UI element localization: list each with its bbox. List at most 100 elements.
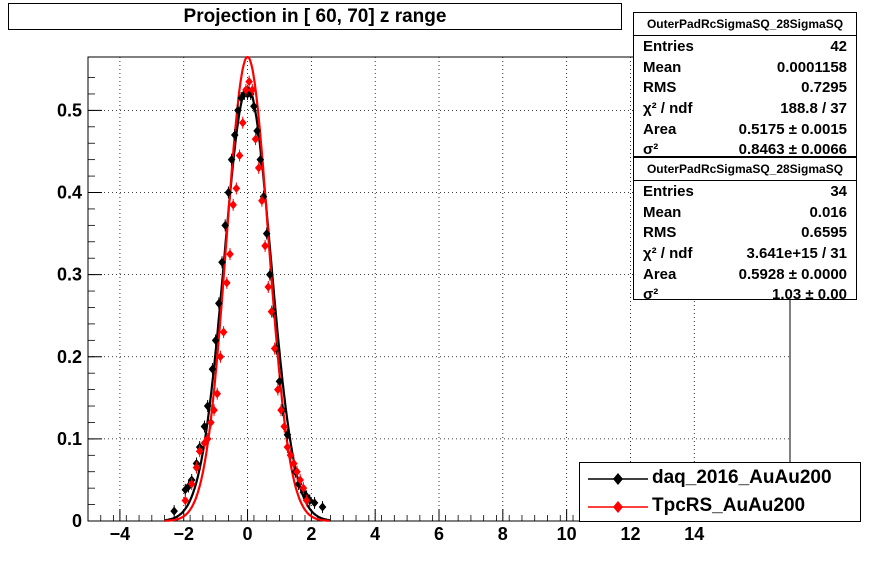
data-point xyxy=(230,130,239,140)
data-point xyxy=(229,200,237,210)
x-tick-label: 14 xyxy=(684,524,704,544)
data-point xyxy=(235,151,244,161)
fit-curve xyxy=(164,55,330,522)
data-point xyxy=(262,229,271,239)
data-point xyxy=(258,196,266,206)
data-point xyxy=(170,506,178,516)
data-point xyxy=(200,422,209,432)
stats-box-tpcrs: OuterPadRcSigmaSQ_28SigmaSQ Entries 34 Me… xyxy=(633,157,857,304)
data-point xyxy=(254,163,263,173)
data-point xyxy=(280,422,289,432)
fit-curves xyxy=(164,55,331,522)
data-point xyxy=(310,498,319,508)
stat-key: σ² xyxy=(643,286,659,304)
data-point xyxy=(283,442,292,452)
data-point xyxy=(302,495,311,505)
data-point xyxy=(192,463,201,473)
data-point xyxy=(242,85,250,95)
stat-key: σ² xyxy=(643,141,659,159)
stat-value: 42 xyxy=(830,38,847,55)
stat-value: 1.03 ± 0.00 xyxy=(772,286,847,304)
data-point xyxy=(181,495,190,505)
stat-key: χ² / ndf xyxy=(643,245,693,263)
data-point xyxy=(221,220,230,230)
data-point xyxy=(290,459,298,469)
x-tick-label: 8 xyxy=(498,524,508,544)
data-point xyxy=(210,405,218,415)
data-point xyxy=(270,344,279,354)
stats-box-name: OuterPadRcSigmaSQ_28SigmaSQ xyxy=(634,13,856,36)
data-point xyxy=(299,483,308,493)
chart-title: Projection in [ 60, 70] z range xyxy=(8,3,622,30)
y-axis: 0 0.1 0.2 0.3 0.4 0.5 xyxy=(57,77,102,531)
legend-label: daq_2016_AuAu200 xyxy=(652,467,832,488)
stat-value: 0.6595 xyxy=(801,224,847,242)
data-point xyxy=(207,417,215,427)
legend-label: TpcRS_AuAu200 xyxy=(652,495,806,516)
data-point xyxy=(215,298,223,308)
data-point xyxy=(223,278,231,288)
stat-value: 0.0001158 xyxy=(776,58,847,76)
data-point xyxy=(203,434,212,444)
data-point xyxy=(296,475,304,485)
data-point xyxy=(187,479,196,489)
y-tick-label: 0.1 xyxy=(57,429,82,449)
data-point xyxy=(200,438,209,448)
stats-box-daq: OuterPadRcSigmaSQ_28SigmaSQ Entries 42 Me… xyxy=(633,12,857,159)
data-point xyxy=(274,385,282,395)
stat-value: 0.8463 ± 0.0066 xyxy=(738,141,847,159)
data-point xyxy=(245,77,253,87)
data-point xyxy=(253,126,261,136)
x-tick-label: 12 xyxy=(620,524,640,544)
data-point xyxy=(219,327,228,337)
stat-key: RMS xyxy=(643,79,677,97)
data-point xyxy=(232,183,241,193)
data-point xyxy=(283,430,292,440)
x-tick-label: −4 xyxy=(110,524,131,544)
x-tick-label: 6 xyxy=(434,524,444,544)
legend-marker-black xyxy=(588,473,648,485)
stat-value: 0.5928 ± 0.0000 xyxy=(738,265,847,283)
stat-key: Entries xyxy=(643,38,694,55)
data-point xyxy=(264,282,273,292)
data-point xyxy=(213,389,222,399)
x-tick-label: −2 xyxy=(173,524,194,544)
data-points xyxy=(170,75,327,518)
x-tick-label: 4 xyxy=(370,524,380,544)
y-tick-label: 0.5 xyxy=(57,100,82,120)
data-point xyxy=(238,118,247,128)
data-point xyxy=(203,401,212,411)
legend-entry-daq: daq_2016_AuAu200 xyxy=(580,465,860,493)
data-point xyxy=(266,270,274,280)
stats-box-name: OuterPadRcSigmaSQ_28SigmaSQ xyxy=(634,158,856,181)
data-point xyxy=(195,446,204,456)
data-point xyxy=(251,134,260,144)
data-point xyxy=(261,241,269,251)
data-point xyxy=(277,405,285,415)
data-point xyxy=(226,249,234,259)
x-tick-label: 10 xyxy=(557,524,577,544)
stat-value: 3.641e+15 / 31 xyxy=(746,245,847,263)
data-point xyxy=(246,89,255,99)
data-point xyxy=(227,155,236,165)
data-point xyxy=(208,364,217,374)
y-tick-label: 0 xyxy=(72,511,82,531)
fit-curve xyxy=(164,86,331,522)
stat-value: 0.016 xyxy=(809,203,847,221)
x-tick-label: 0 xyxy=(243,524,253,544)
stat-value: 0.7295 xyxy=(801,79,847,97)
y-tick-label: 0.4 xyxy=(57,183,82,203)
data-point xyxy=(224,188,233,198)
stat-key: Mean xyxy=(643,203,682,221)
data-point xyxy=(216,352,225,362)
stat-key: χ² / ndf xyxy=(643,100,693,118)
legend: daq_2016_AuAu200 TpcRS_AuAu200 xyxy=(579,462,861,522)
data-point xyxy=(234,105,242,115)
stat-key: RMS xyxy=(643,224,677,242)
data-point xyxy=(248,85,257,95)
legend-marker-red xyxy=(588,501,648,513)
y-tick-label: 0.2 xyxy=(57,347,82,367)
data-point xyxy=(286,450,295,460)
stat-key: Area xyxy=(643,120,677,138)
